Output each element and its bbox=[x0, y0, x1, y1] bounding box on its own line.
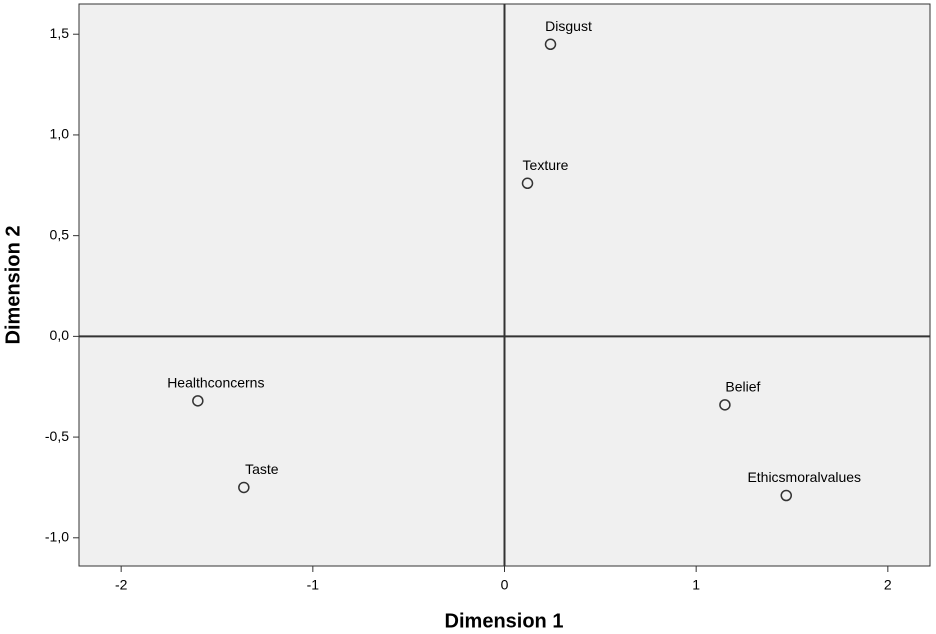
y-tick-label: -1,0 bbox=[45, 529, 69, 545]
x-tick-label: -1 bbox=[307, 577, 320, 593]
y-axis-title: Dimension 2 bbox=[2, 226, 24, 345]
point-label: Taste bbox=[245, 461, 279, 477]
point bbox=[192, 395, 204, 407]
point bbox=[521, 177, 534, 190]
x-tick-label: 1 bbox=[692, 577, 700, 593]
y-tick-label: 1,5 bbox=[50, 25, 70, 41]
y-tick-label: 1,0 bbox=[50, 126, 70, 142]
point-label: Ethicsmoralvalues bbox=[747, 469, 861, 485]
x-tick-label: 0 bbox=[501, 577, 509, 593]
point-label: Texture bbox=[523, 157, 569, 173]
x-axis-title: Dimension 1 bbox=[445, 610, 564, 632]
point-label: Healthconcerns bbox=[167, 375, 264, 391]
point-label: Belief bbox=[725, 379, 760, 395]
x-tick-label: -2 bbox=[115, 577, 128, 593]
y-tick-label: 0,5 bbox=[50, 226, 70, 242]
point bbox=[544, 38, 557, 51]
y-tick-label: -0,5 bbox=[45, 428, 69, 444]
y-tick-label: 0,0 bbox=[50, 327, 70, 343]
x-tick-label: 2 bbox=[884, 577, 892, 593]
point bbox=[780, 489, 792, 502]
point-label: Disgust bbox=[545, 18, 592, 34]
point bbox=[238, 481, 250, 494]
point bbox=[719, 399, 731, 411]
